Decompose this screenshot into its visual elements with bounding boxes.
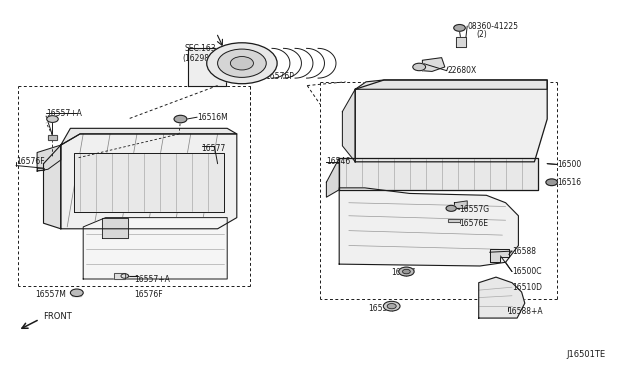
Circle shape: [387, 304, 396, 309]
Text: 22680X: 22680X: [448, 66, 477, 75]
Circle shape: [70, 289, 83, 296]
Circle shape: [383, 301, 400, 311]
Polygon shape: [342, 89, 355, 162]
Polygon shape: [355, 80, 547, 162]
Text: 16577: 16577: [202, 144, 226, 153]
Text: 16557+A: 16557+A: [134, 275, 170, 284]
Text: 16576F: 16576F: [134, 290, 163, 299]
Text: SEC.163: SEC.163: [184, 44, 216, 53]
Polygon shape: [37, 168, 44, 170]
Polygon shape: [44, 145, 61, 229]
Polygon shape: [188, 48, 226, 86]
Text: 16557+A: 16557+A: [46, 109, 82, 118]
Polygon shape: [83, 218, 227, 279]
Circle shape: [230, 57, 253, 70]
Bar: [48, 135, 57, 140]
Text: (16298M): (16298M): [182, 54, 219, 63]
Text: 16546: 16546: [326, 157, 351, 166]
Polygon shape: [339, 158, 538, 190]
Text: 16500: 16500: [557, 160, 581, 169]
Text: 16557G: 16557G: [460, 205, 490, 214]
Polygon shape: [74, 153, 224, 212]
Text: 16557: 16557: [368, 304, 392, 313]
Polygon shape: [37, 145, 61, 171]
Bar: [448, 219, 460, 222]
Bar: [114, 273, 125, 279]
Polygon shape: [456, 37, 466, 46]
Text: FRONT: FRONT: [44, 312, 72, 321]
Text: 16588+A: 16588+A: [508, 307, 543, 316]
Bar: [48, 135, 57, 140]
Polygon shape: [355, 80, 547, 89]
Circle shape: [403, 269, 410, 274]
Polygon shape: [479, 277, 525, 318]
Circle shape: [121, 274, 129, 278]
Bar: [114, 273, 125, 279]
Bar: [72, 293, 81, 296]
Polygon shape: [339, 188, 518, 266]
Text: 16588: 16588: [512, 247, 536, 256]
Circle shape: [413, 63, 426, 71]
Text: 16510D: 16510D: [512, 283, 542, 292]
Polygon shape: [454, 201, 467, 208]
Bar: [448, 219, 460, 222]
Text: 16516M: 16516M: [197, 113, 228, 122]
Polygon shape: [61, 134, 237, 229]
Text: 16557M: 16557M: [35, 290, 66, 299]
Text: J16501TE: J16501TE: [566, 350, 605, 359]
Text: 16557: 16557: [392, 268, 416, 277]
Text: 16500C: 16500C: [512, 267, 541, 276]
Polygon shape: [326, 158, 339, 197]
Text: 16516: 16516: [557, 178, 581, 187]
Text: (2): (2): [477, 30, 488, 39]
Text: 16576E: 16576E: [460, 219, 488, 228]
Circle shape: [454, 25, 465, 31]
Circle shape: [207, 43, 277, 84]
Polygon shape: [61, 128, 237, 145]
Polygon shape: [102, 218, 128, 238]
Circle shape: [174, 115, 187, 123]
Circle shape: [218, 49, 266, 77]
Circle shape: [47, 116, 58, 122]
Polygon shape: [490, 249, 509, 262]
Text: 08360-41225: 08360-41225: [467, 22, 518, 31]
Text: 16576F: 16576F: [16, 157, 45, 166]
Circle shape: [546, 179, 557, 186]
Polygon shape: [422, 58, 445, 71]
Text: 16576P: 16576P: [266, 72, 294, 81]
Circle shape: [399, 267, 414, 276]
Circle shape: [446, 205, 456, 211]
